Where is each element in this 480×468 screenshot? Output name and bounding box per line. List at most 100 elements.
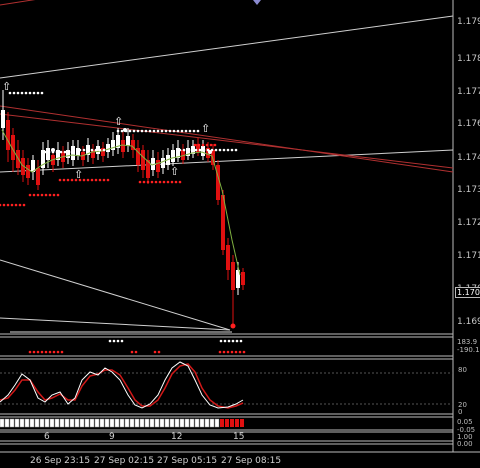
time-label: 27 Sep 02:15 <box>94 456 155 466</box>
candle-body <box>131 140 135 150</box>
resistance-dot <box>86 148 90 152</box>
support-dot <box>74 178 78 182</box>
support-dot <box>78 178 82 182</box>
support-dot <box>86 178 90 182</box>
signal-bar <box>119 418 125 428</box>
signal-arrow-icon: ⇧ <box>74 168 83 181</box>
resistance-dot <box>12 91 16 95</box>
support-dot <box>0 203 2 207</box>
histogram-dot <box>153 350 157 354</box>
signal-bar <box>199 418 205 428</box>
resistance-dot <box>156 129 160 133</box>
signal-bar <box>220 419 224 427</box>
support-dot <box>154 180 158 184</box>
bar-count-label: 6 <box>44 432 50 442</box>
signal-bar <box>240 419 244 427</box>
histogram-dot <box>223 339 227 343</box>
signal-marker <box>230 323 236 329</box>
resistance-dot <box>28 91 32 95</box>
candle-body <box>116 135 120 148</box>
resistance-dot <box>184 129 188 133</box>
resistance-dot <box>94 148 98 152</box>
resistance-dot <box>78 148 82 152</box>
support-dot <box>56 193 60 197</box>
support-dot <box>44 193 48 197</box>
support-dot <box>82 178 86 182</box>
stochastic-signal-line <box>0 363 244 409</box>
candle-body <box>56 150 60 160</box>
histogram-dot <box>40 350 44 354</box>
trend-line <box>0 0 36 6</box>
price-label: 1.1795 <box>457 17 480 27</box>
moving-average-line <box>1 129 241 276</box>
candle-body <box>101 148 105 156</box>
resistance-dot <box>67 150 71 154</box>
signal-bar <box>84 418 90 428</box>
signal-bar <box>0 418 5 428</box>
support-dot <box>102 178 106 182</box>
support-dot <box>205 143 209 147</box>
price-label: 1.1740 <box>457 153 480 163</box>
signal-marker <box>51 148 55 152</box>
resistance-dot <box>226 148 230 152</box>
candle-body <box>11 135 15 160</box>
signal-bar <box>79 418 85 428</box>
histogram-dot <box>36 350 40 354</box>
histogram-dot <box>242 350 246 354</box>
support-dot <box>146 180 150 184</box>
resistance-dot <box>140 129 144 133</box>
candle-body <box>216 165 220 200</box>
signal-bar <box>24 418 30 428</box>
histogram-dot <box>218 350 222 354</box>
support-dot <box>213 143 217 147</box>
resistance-dot <box>132 129 136 133</box>
support-dot <box>70 178 74 182</box>
support-dot <box>201 143 205 147</box>
stochastic-level-label: 80 <box>458 366 467 374</box>
support-dot <box>52 193 56 197</box>
histogram-dot <box>231 339 235 343</box>
resistance-dot <box>102 148 106 152</box>
signal-bar <box>99 418 105 428</box>
support-dot <box>58 178 62 182</box>
histogram-dot <box>112 339 116 343</box>
signal-bar <box>124 418 130 428</box>
candle-body <box>21 158 25 175</box>
signal-bar <box>64 418 70 428</box>
support-dot <box>14 203 18 207</box>
price-label: 1.1770 <box>457 87 480 97</box>
resistance-dot <box>194 148 198 152</box>
time-label: 26 Sep 23:15 <box>30 456 91 466</box>
resistance-dot <box>40 91 44 95</box>
signal-bar <box>14 418 20 428</box>
support-dot <box>106 178 110 182</box>
resistance-dot <box>128 129 132 133</box>
indicator-max-label: 183.9 <box>457 338 478 346</box>
resistance-dot <box>82 148 86 152</box>
support-dot <box>18 203 22 207</box>
trend-line <box>0 15 454 79</box>
support-dot <box>2 203 6 207</box>
candle-body <box>36 168 40 185</box>
resistance-dot <box>198 148 202 152</box>
signal-marker <box>208 150 212 154</box>
candle-body <box>221 195 225 250</box>
support-dot <box>48 193 52 197</box>
signal-marker <box>123 128 127 132</box>
resistance-dot <box>168 129 172 133</box>
histogram-dot <box>52 350 56 354</box>
histogram-dot <box>116 339 120 343</box>
resistance-dot <box>144 129 148 133</box>
pane4-label: 0.05 <box>457 418 473 426</box>
candle-body <box>106 144 110 152</box>
signal-bar <box>69 418 75 428</box>
signal-bar <box>49 418 55 428</box>
resistance-dot <box>222 148 226 152</box>
candle-body <box>241 272 245 285</box>
histogram-dot <box>44 350 48 354</box>
candle-body <box>96 146 100 154</box>
support-dot <box>174 180 178 184</box>
support-dot <box>170 180 174 184</box>
